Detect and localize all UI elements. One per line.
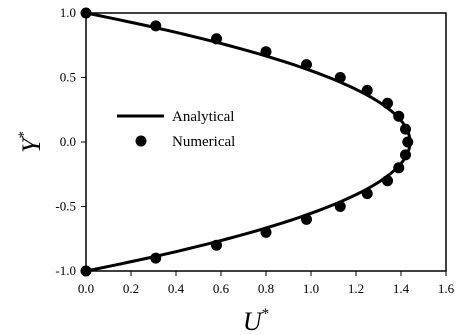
data-point-numerical (260, 226, 272, 238)
x-tick-label: 0.2 (123, 281, 139, 296)
data-point-numerical (211, 33, 222, 45)
y-tick-label: -1.0 (55, 263, 76, 278)
data-point-numerical (150, 20, 162, 32)
x-tick-label: 1.6 (438, 281, 455, 296)
data-point-numerical (301, 213, 312, 225)
data-point-numerical (361, 188, 373, 200)
data-point-numerical (382, 97, 393, 109)
data-point-numerical (80, 265, 92, 277)
x-axis-title: U* (243, 306, 269, 335)
data-point-numerical (400, 123, 411, 135)
data-point-numerical (393, 162, 405, 174)
y-tick-label: 0.0 (60, 134, 76, 149)
data-point-numerical (393, 110, 405, 122)
data-point-numerical (150, 252, 162, 264)
x-tick-label: 1.0 (303, 281, 319, 296)
legend-label-analytical: Analytical (172, 109, 234, 125)
data-point-numerical (402, 136, 414, 148)
y-tick-label: 1.0 (60, 5, 76, 20)
y-axis-ticks: -1.0 -0.5 0.0 0.5 1.0 (55, 5, 86, 278)
x-tick-label: 0.6 (213, 281, 230, 296)
data-point-numerical (361, 84, 373, 96)
x-tick-label: 0.4 (168, 281, 185, 296)
x-tick-label: 0.8 (258, 281, 274, 296)
data-point-numerical (260, 46, 272, 58)
y-axis-title: Y* (16, 131, 46, 153)
y-tick-label: -0.5 (55, 199, 76, 214)
series-layer (80, 7, 414, 277)
x-tick-label: 1.2 (348, 281, 364, 296)
data-point-numerical (400, 149, 411, 161)
x-axis-ticks: 0.0 0.2 0.4 0.6 0.8 1.0 1.2 1.4 1.6 (78, 271, 455, 296)
y-tick-label: 0.5 (60, 70, 76, 85)
data-point-numerical (334, 72, 346, 83)
legend-label-numerical: Numerical (172, 134, 235, 150)
data-point-numerical (334, 201, 346, 212)
legend: Analytical Numerical (117, 109, 235, 150)
x-tick-label: 1.4 (393, 281, 410, 296)
data-point-numerical (80, 7, 92, 19)
data-point-numerical (301, 59, 312, 71)
data-point-numerical (382, 175, 393, 187)
data-point-numerical (211, 239, 222, 251)
legend-circle-symbol (135, 135, 147, 147)
x-tick-label: 0.0 (78, 281, 94, 296)
